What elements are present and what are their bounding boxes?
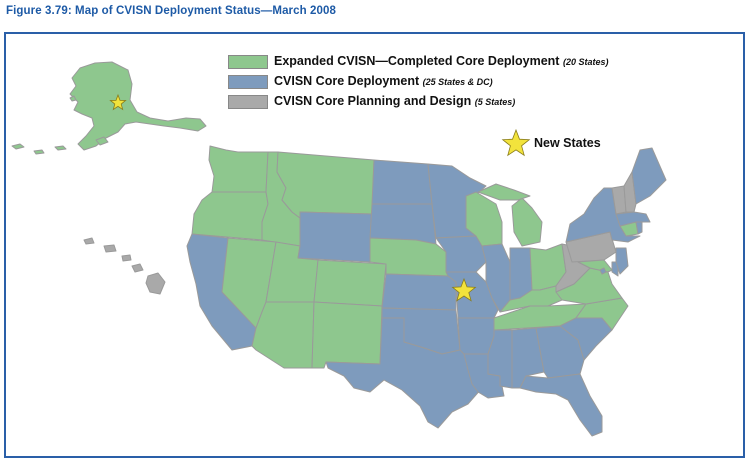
- state-maine: [631, 147, 667, 205]
- new-states-label: New States: [534, 136, 601, 150]
- new-state-star-missouri: [451, 277, 477, 302]
- state-texas: [325, 317, 483, 429]
- star-icon: [501, 128, 531, 157]
- state-massachusetts: [615, 211, 651, 227]
- state-alaska-aleutian: [54, 145, 67, 151]
- state-colorado: [313, 259, 387, 307]
- state-alaska-kodiak: [95, 136, 109, 146]
- state-michigan-lower: [511, 197, 543, 247]
- state-hawaii: [145, 272, 166, 295]
- new-states-key: New States: [500, 128, 640, 160]
- state-dc: [599, 267, 607, 275]
- legend-swatch-core: [228, 75, 268, 89]
- legend-note-core: (25 States & DC): [422, 77, 493, 87]
- figure-title: Figure 3.79: Map of CVISN Deployment Sta…: [6, 5, 337, 17]
- state-wyoming: [297, 211, 373, 263]
- legend-swatch-planning: [228, 95, 268, 109]
- legend-note-expanded: (20 States): [562, 57, 609, 67]
- state-montana: [276, 151, 375, 219]
- state-hawaii: [103, 244, 117, 253]
- state-arkansas: [457, 317, 495, 355]
- state-north-dakota: [371, 159, 433, 205]
- state-new-mexico: [311, 301, 383, 369]
- state-hawaii: [121, 254, 132, 262]
- state-alaska-island: [69, 95, 77, 102]
- legend-label-planning: CVISN Core Planning and Design: [274, 94, 472, 108]
- state-oregon: [191, 191, 269, 241]
- state-alaska: [69, 61, 207, 151]
- state-washington: [208, 145, 269, 193]
- state-florida: [519, 373, 603, 437]
- legend-label-expanded: Expanded CVISN—Completed Core Deployment: [274, 54, 560, 68]
- state-kansas: [381, 273, 457, 311]
- state-michigan-upper: [477, 183, 531, 201]
- state-missouri: [445, 271, 499, 319]
- state-hawaii: [83, 237, 95, 245]
- legend-label-core: CVISN Core Deployment: [274, 74, 420, 88]
- state-hawaii: [131, 263, 144, 273]
- state-alaska-aleutian: [11, 143, 25, 150]
- new-state-star-alaska: [109, 93, 127, 111]
- legend-note-planning: (5 States): [474, 97, 516, 107]
- state-alaska-aleutian: [33, 149, 45, 155]
- state-new-jersey: [615, 247, 629, 275]
- legend-swatch-expanded: [228, 55, 268, 69]
